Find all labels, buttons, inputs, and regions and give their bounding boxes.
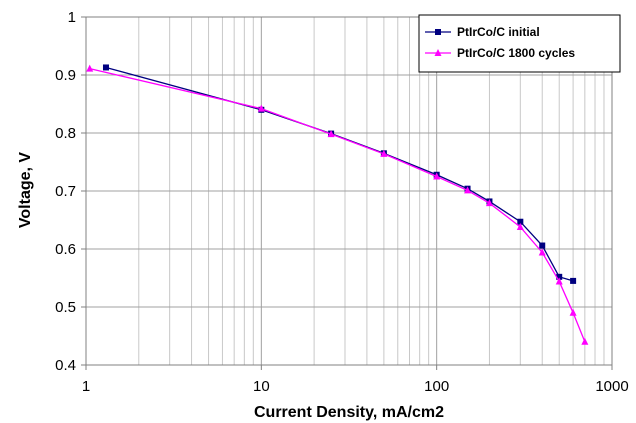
y-tick-label: 0.6 [55, 241, 76, 258]
data-point [570, 277, 577, 284]
x-tick-label: 10 [253, 378, 270, 395]
data-point [327, 130, 335, 138]
data-point [86, 64, 94, 72]
axis-ticks: 0.4 0.5 0.6 0.7 0.8 0.9 1 1 10 100 1000 [55, 9, 629, 395]
legend-marker-initial [435, 29, 441, 35]
y-tick-label: 0.9 [55, 67, 76, 84]
data-point [569, 308, 577, 316]
data-point [485, 199, 493, 207]
legend-marker-cycles [434, 49, 442, 56]
data-point [516, 222, 524, 230]
data-series [86, 64, 589, 345]
data-point [102, 64, 109, 71]
data-point [517, 218, 524, 225]
series-line [89, 67, 586, 343]
data-point [433, 172, 441, 180]
data-point [464, 186, 472, 194]
series-1800-cycles [86, 64, 589, 345]
y-tick-label: 0.5 [55, 299, 76, 316]
legend-label-initial: PtIrCo/C initial [457, 25, 540, 39]
data-point [539, 242, 546, 249]
data-point [538, 248, 546, 256]
legend-label-cycles: PtIrCo/C 1800 cycles [457, 46, 575, 60]
x-tick-label: 100 [424, 378, 449, 395]
grid-lines [86, 17, 612, 365]
y-tick-label: 0.8 [55, 125, 76, 142]
y-axis-title: Voltage, V [17, 152, 34, 228]
x-tick-label: 1000 [595, 378, 628, 395]
legend: PtIrCo/C initial PtIrCo/C 1800 cycles [418, 14, 621, 73]
x-tick-label: 1 [82, 378, 90, 395]
data-point [581, 337, 589, 345]
data-point [556, 273, 563, 280]
data-point [555, 277, 563, 285]
x-axis-title: Current Density, mA/cm2 [254, 404, 444, 421]
data-point [257, 104, 265, 112]
y-tick-label: 0.7 [55, 183, 76, 200]
y-tick-label: 0.4 [55, 357, 76, 374]
data-point [380, 149, 388, 157]
legend-box [418, 14, 621, 73]
y-tick-label: 1 [68, 9, 76, 26]
